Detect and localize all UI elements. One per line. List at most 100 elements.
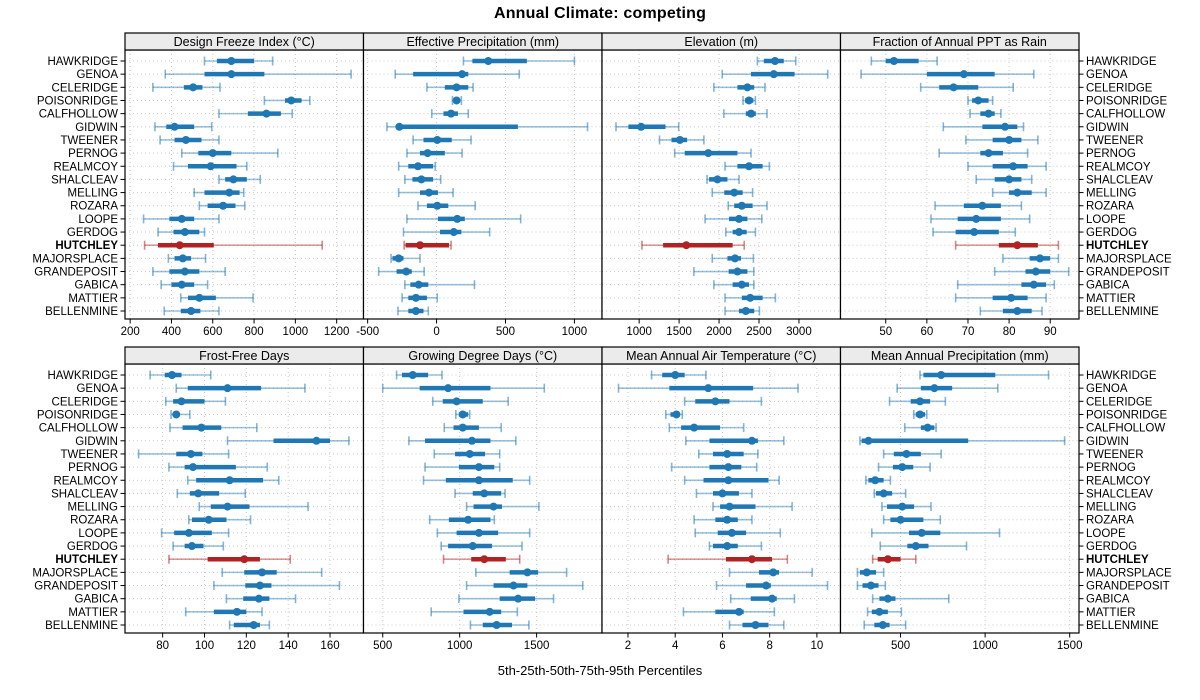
series-pernog [180, 148, 279, 158]
series-rozara [727, 201, 768, 211]
median-dot [730, 188, 739, 197]
site-label-right: ROZARA [1086, 515, 1134, 527]
median-dot [227, 70, 236, 79]
panel-title: Elevation (m) [684, 35, 758, 49]
median-dot [175, 241, 184, 250]
series-bellenmine [163, 306, 220, 316]
median-dot [452, 83, 461, 92]
median-dot [937, 371, 946, 379]
median-dot [262, 109, 271, 118]
series-rozara [417, 201, 476, 211]
median-dot [917, 528, 926, 537]
median-dot [743, 83, 752, 92]
x-tick-label: 3000 [786, 326, 812, 338]
x-tick-label: 800 [244, 326, 263, 338]
x-tick-label: 1200 [324, 326, 350, 338]
median-dot [223, 502, 232, 511]
median-dot [1029, 280, 1038, 289]
median-dot [254, 594, 263, 603]
median-dot [911, 542, 920, 551]
series-majorsplace [221, 567, 323, 577]
median-dot [188, 463, 197, 472]
series-loope [930, 214, 1031, 224]
median-dot [723, 449, 732, 458]
series-gabica [871, 594, 950, 604]
median-dot [170, 122, 179, 131]
site-label-left: GABICA [75, 280, 119, 292]
series-hawkridge [919, 370, 1050, 380]
series-gerdog [172, 541, 225, 551]
site-label-right: GENOA [1086, 69, 1128, 81]
x-tick-label: 0 [433, 326, 439, 338]
x-tick-label: 100 [195, 640, 214, 652]
site-label-left: MELLING [68, 502, 119, 514]
median-dot [1009, 162, 1018, 171]
series-majorsplace [711, 253, 755, 263]
median-dot [745, 162, 754, 171]
panel-plot-area [840, 50, 1079, 319]
site-label-left: CALFHOLLOW [39, 423, 118, 435]
series-poisonridge [455, 409, 471, 419]
series-gabica [729, 594, 796, 604]
x-tick-label: 70 [962, 326, 975, 338]
site-label-left: GRANDEPOSIT [34, 581, 118, 593]
series-realmcoy [683, 475, 780, 485]
series-bellenmine [728, 620, 785, 630]
series-loope [704, 214, 763, 224]
median-dot [769, 568, 778, 577]
series-hawkridge [650, 370, 707, 380]
site-label-left: GRANDEPOSIT [34, 267, 118, 279]
median-dot [187, 542, 196, 551]
series-shalcleav [706, 174, 740, 184]
series-bellenmine [469, 620, 530, 630]
series-gidwin [386, 122, 589, 132]
series-pernog [670, 462, 758, 472]
series-gerdog [402, 227, 491, 237]
site-label-right: POISONRIDGE [1086, 409, 1167, 421]
series-bellenmine [228, 620, 271, 630]
series-celeridge [164, 396, 227, 406]
site-label-right: GERDOG [1086, 227, 1137, 239]
series-genoa [617, 383, 799, 393]
median-dot [1013, 241, 1022, 250]
median-dot [735, 228, 744, 237]
site-label-left: ROZARA [70, 201, 118, 213]
site-label-right: MATTIER [1086, 607, 1136, 619]
panel-mean-annual-precipitation-mm: 500 1000 1500 Mean Annual Precipitation (mm… [839, 346, 1084, 652]
median-dot [637, 122, 646, 131]
median-dot [725, 502, 734, 511]
median-dot [769, 70, 778, 79]
x-tick-label: 1000 [447, 640, 473, 652]
x-tick-label: 80 [1003, 326, 1016, 338]
series-rozara [188, 515, 252, 525]
site-label-left: ROZARA [70, 515, 118, 527]
median-dot [735, 214, 744, 223]
site-label-right: CALFHOLLOW [1086, 423, 1165, 435]
series-grandeposit [377, 267, 425, 277]
site-label-right: GIDWIN [1086, 122, 1129, 134]
median-dot [480, 489, 489, 498]
median-dot [177, 280, 186, 289]
series-tweener [159, 135, 220, 145]
series-majorsplace [728, 567, 813, 577]
median-dot [395, 122, 404, 131]
series-calfhollow [903, 423, 937, 433]
median-dot [219, 201, 228, 210]
median-dot [883, 594, 892, 603]
site-label-right: SHALCLEAV [1086, 174, 1153, 186]
median-dot [394, 254, 403, 263]
site-label-right: GABICA [1086, 594, 1130, 606]
median-dot [411, 307, 420, 315]
median-dot [1035, 254, 1044, 263]
panel-frost-free-days: 80 100 120 140 160 Frost-Free Days [120, 346, 365, 652]
series-gabica [225, 594, 297, 604]
series-realmcoy [724, 161, 771, 171]
site-label-right: CELERIDGE [1086, 82, 1153, 94]
site-label-left: MAJORSPLACE [32, 253, 118, 265]
series-pernog [673, 148, 752, 158]
site-label-right: LOOPE [1086, 214, 1126, 226]
median-dot [458, 410, 467, 419]
series-gidwin [942, 122, 1025, 132]
median-dot [232, 607, 241, 616]
